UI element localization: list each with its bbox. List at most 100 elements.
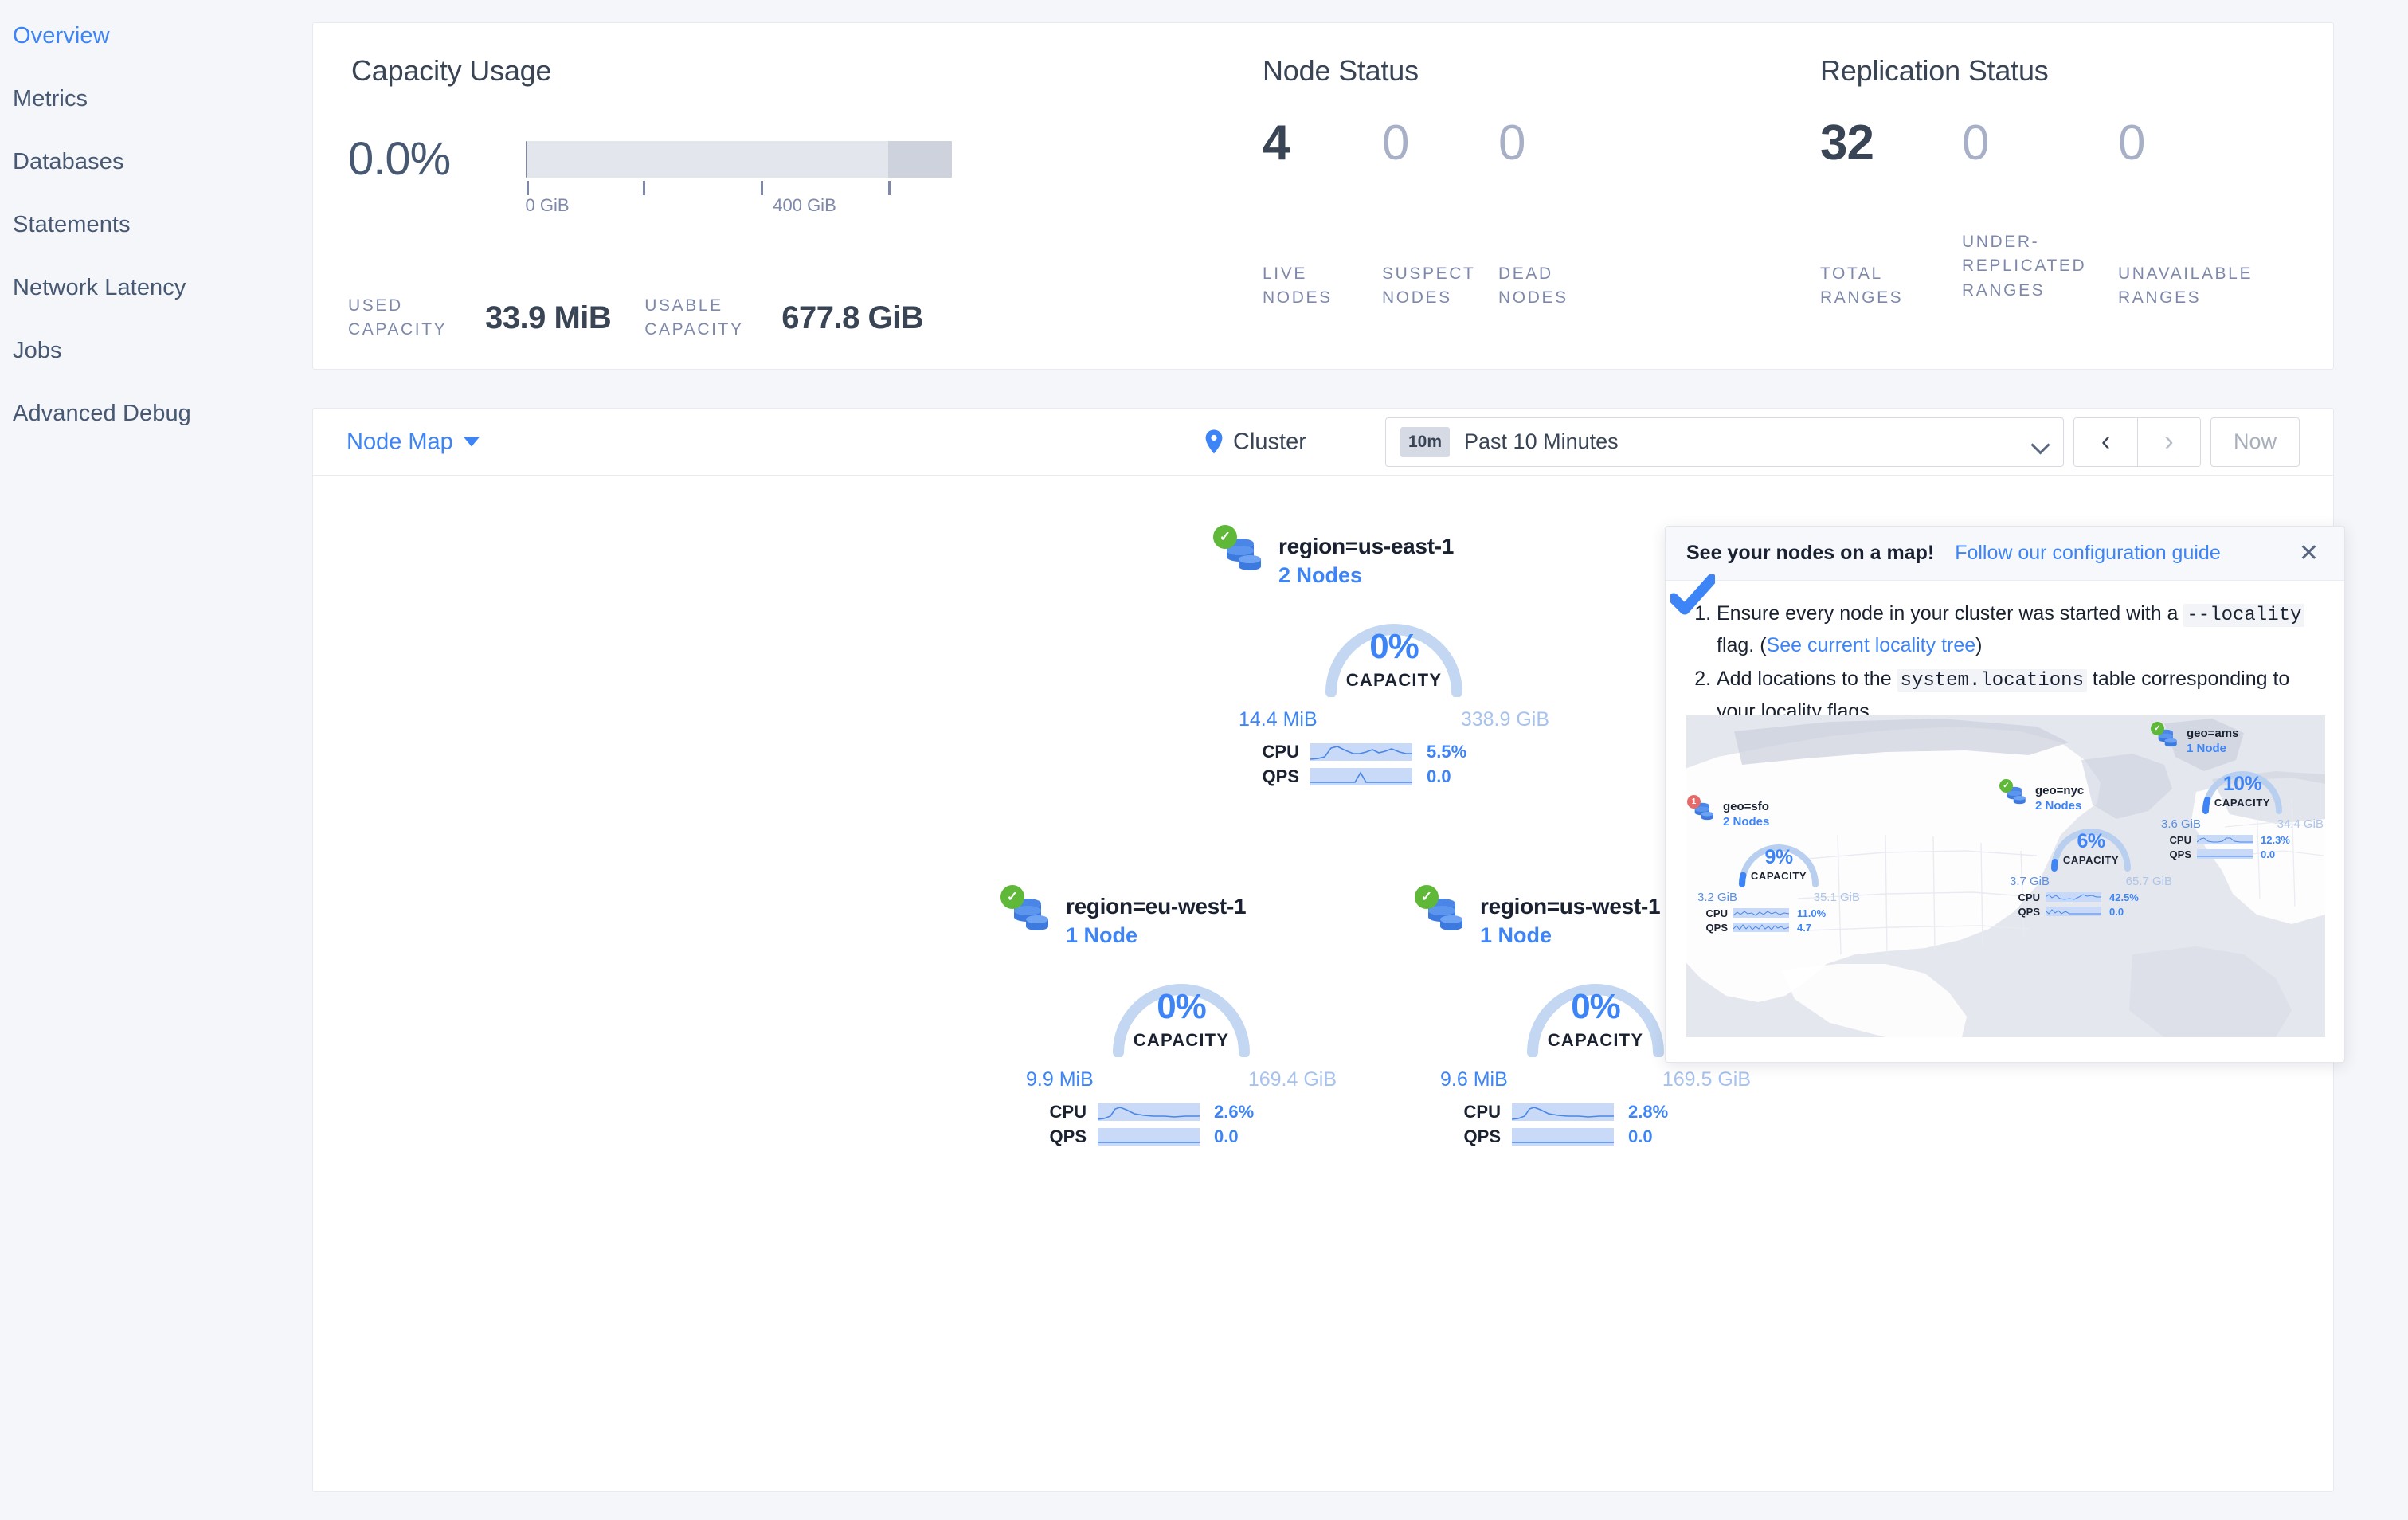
metric-value: 2.8%: [1628, 1101, 1669, 1122]
sidebar-item-overview[interactable]: Overview: [0, 5, 312, 68]
database-stack-icon: ✓: [1000, 885, 1055, 938]
metric-label: CPU: [1262, 741, 1299, 762]
status-badge-ok: ✓: [1999, 779, 2013, 793]
live-nodes-label: LIVE NODES: [1263, 264, 1333, 308]
map-node-count: 2 Nodes: [2035, 799, 2082, 813]
sidebar-item-statements[interactable]: Statements: [0, 194, 312, 257]
total-ranges-stat: 32 TOTAL RANGES: [1820, 119, 1962, 308]
database-stack-icon: ✓: [1415, 885, 1469, 938]
node-status-section: Node Status 4 LIVE NODES 0 SUSPECT NODES…: [1221, 23, 1779, 369]
capacity-pair: 3.2 GiB 35.1 GiB: [1697, 891, 1860, 904]
promo-config-guide-link[interactable]: Follow our configuration guide: [1955, 542, 2221, 564]
metric-row-cpu: CPU 12.3%: [2167, 832, 2325, 847]
sidebar-item-label: Jobs: [13, 338, 62, 363]
replication-status-title: Replication Status: [1820, 54, 2049, 87]
sidebar-item-label: Overview: [13, 23, 110, 49]
metric-label: CPU: [1463, 1101, 1501, 1122]
map-node-geo-nyc[interactable]: ✓ geo=nyc 2 Nodes: [1999, 779, 2177, 919]
sidebar-item-advanced-debug[interactable]: Advanced Debug: [0, 382, 312, 445]
sidebar-item-network-latency[interactable]: Network Latency: [0, 257, 312, 319]
promo-step-2-text-a: Add locations to the: [1717, 668, 1897, 691]
locality-node-us-west-1[interactable]: ✓ region=us-west-1 1 No: [1415, 885, 1767, 1149]
capacity-gauge-label: CAPACITY: [1133, 1030, 1230, 1050]
metric-label: QPS: [1705, 921, 1728, 934]
locality-node-count: 1 Node: [1066, 923, 1138, 947]
locality-node-us-east-1[interactable]: ✓ region=us-east-1 2 No: [1213, 525, 1565, 789]
node-map-view-selector[interactable]: Node Map: [347, 429, 480, 455]
capacity-gauge-percent: 0%: [1571, 987, 1621, 1026]
time-prev-button[interactable]: ‹: [2074, 417, 2137, 466]
time-range-controls: 10m Past 10 Minutes ‹ › Now: [1385, 417, 2300, 467]
locality-text: region=eu-west-1 1 Node: [1066, 893, 1247, 948]
locality-tree-link[interactable]: See current locality tree: [1766, 634, 1976, 657]
metric-value: 11.0%: [1797, 907, 1827, 919]
breadcrumb[interactable]: Cluster: [1205, 429, 1306, 455]
promo-step-1-text-c: ): [1975, 634, 1983, 657]
map-node-geo-ams[interactable]: ✓ geo=ams 1 Node: [2151, 722, 2325, 861]
sidebar-item-metrics[interactable]: Metrics: [0, 68, 312, 131]
metric-label: QPS: [2169, 848, 2191, 860]
capacity-gauge-percent: 9%: [1764, 846, 1794, 868]
locality-text: region=us-west-1 1 Node: [1480, 893, 1661, 948]
metric-value: 5.5%: [1427, 741, 1467, 762]
metric-row-qps: QPS 0.0: [1043, 1124, 1353, 1149]
capacity-bar-wrap: 0 GiB 400 GiB: [525, 141, 952, 215]
database-stack-icon: 1: [1687, 795, 1717, 824]
capacity-used: 14.4 MiB: [1239, 708, 1318, 731]
capacity-gauge: 0% CAPACITY: [1318, 603, 1470, 697]
time-range-select[interactable]: 10m Past 10 Minutes: [1385, 417, 2064, 467]
sidebar-item-databases[interactable]: Databases: [0, 131, 312, 194]
used-capacity-stat: USED CAPACITY 33.9 MiB: [348, 294, 612, 343]
capacity-usage-section: Capacity Usage 0.0% 0 GiB 400 GiB: [313, 23, 1221, 369]
cpu-sparkline: [1733, 908, 1789, 918]
capacity-tick: [888, 181, 891, 195]
metric-value: 12.3%: [2261, 833, 2290, 846]
time-next-button[interactable]: ›: [2137, 417, 2200, 466]
map-node-count: 2 Nodes: [1723, 815, 1770, 829]
map-node-name: geo=nyc: [2035, 784, 2085, 797]
capacity-gauge-percent: 10%: [2222, 773, 2262, 795]
locality-node-count: 2 Nodes: [1278, 563, 1363, 587]
cpu-sparkline: [2197, 835, 2253, 844]
node-map-promo-popup: See your nodes on a map! Follow our conf…: [1665, 526, 2345, 1063]
close-icon[interactable]: ✕: [2298, 539, 2319, 566]
locality-flag-code: --locality: [2183, 604, 2305, 627]
locality-header: ✓ region=us-west-1 1 No: [1415, 885, 1767, 954]
map-node-header: ✓ geo=ams 1 Node: [2151, 722, 2325, 760]
cpu-sparkline: [2046, 892, 2101, 902]
metric-row-qps: QPS 0.0: [2016, 904, 2177, 919]
map-node-geo-sfo[interactable]: 1 geo=sfo 2 Nodes: [1687, 795, 1865, 934]
metric-row-cpu: CPU 2.8%: [1458, 1099, 1767, 1124]
capacity-total: 65.7 GiB: [2125, 875, 2172, 888]
dead-nodes-value: 0: [1498, 116, 1525, 170]
capacity-tick-label: 400 GiB: [773, 195, 836, 215]
sidebar-item-label: Metrics: [13, 86, 88, 112]
sidebar-item-label: Statements: [13, 212, 131, 237]
promo-step-1: Ensure every node in your cluster was st…: [1717, 598, 2320, 660]
under-replicated-ranges-value: 0: [1962, 116, 1989, 170]
capacity-gauge: 9% CAPACITY: [1734, 835, 1823, 887]
chevron-down-icon: [2030, 434, 2050, 455]
promo-step-1-text-a: Ensure every node in your cluster was st…: [1717, 602, 2184, 625]
metric-rows: CPU 12.3% QPS 0.0: [2167, 832, 2325, 861]
metric-value: 0.0: [1427, 766, 1451, 786]
capacity-tick: [761, 181, 763, 195]
locality-header: ✓ region=eu-west-1 1 No: [1000, 885, 1353, 954]
capacity-gauge-percent: 6%: [2077, 830, 2106, 852]
under-replicated-ranges-stat: 0 UNDER- REPLICATED RANGES: [1962, 116, 2118, 300]
live-nodes-stat: 4 LIVE NODES: [1263, 119, 1382, 308]
metric-label: CPU: [2018, 891, 2040, 903]
status-badge-ok: ✓: [1000, 885, 1024, 909]
metric-row-qps: QPS 0.0: [2167, 847, 2325, 861]
dead-nodes-stat: 0 DEAD NODES: [1498, 116, 1618, 308]
locality-node-eu-west-1[interactable]: ✓ region=eu-west-1 1 No: [1000, 885, 1353, 1149]
metric-rows: CPU 11.0% QPS 4.7: [1704, 906, 1865, 934]
promo-step-2: Add locations to the system.locations ta…: [1717, 664, 2320, 726]
replication-status-section: Replication Status 32 TOTAL RANGES 0 UND…: [1779, 23, 2335, 369]
time-now-button[interactable]: Now: [2210, 417, 2300, 467]
unavailable-ranges-value: 0: [2118, 116, 2145, 170]
sidebar-item-jobs[interactable]: Jobs: [0, 319, 312, 382]
metric-rows: CPU 5.5% QPS 0.0: [1256, 739, 1565, 789]
capacity-tick-label: 0 GiB: [525, 195, 570, 215]
